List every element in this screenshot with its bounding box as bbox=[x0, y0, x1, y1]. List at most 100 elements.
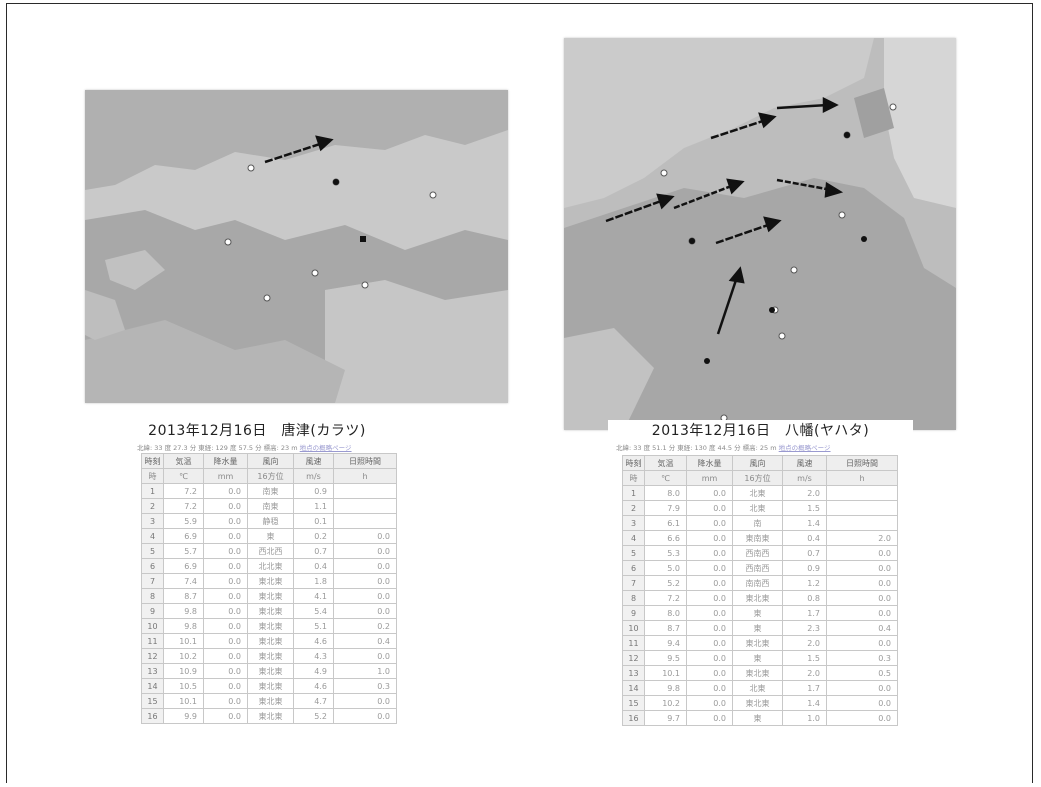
table-header-row: 時刻 気温 降水量 風向 風速 日照時間 bbox=[622, 455, 898, 471]
unit-wind-speed: m/s bbox=[782, 470, 827, 486]
cell-hour: 8 bbox=[141, 588, 164, 604]
cell-sunshine bbox=[826, 515, 898, 531]
cell-sunshine: 2.0 bbox=[826, 530, 898, 546]
table-row: 11 10.1 0.0 東北東 4.6 0.4 bbox=[141, 633, 397, 649]
cell-temp: 10.5 bbox=[163, 678, 204, 694]
cell-wind-dir: 南東 bbox=[247, 483, 294, 499]
cell-precip: 0.0 bbox=[203, 603, 248, 619]
cell-precip: 0.0 bbox=[203, 498, 248, 514]
cell-wind-dir: 東 bbox=[732, 710, 783, 726]
cell-wind-dir: 北北東 bbox=[247, 558, 294, 574]
table-row: 8 7.2 0.0 東北東 0.8 0.0 bbox=[622, 590, 898, 606]
station-link-yahata[interactable]: 地点の概略ページ bbox=[778, 444, 831, 452]
cell-temp: 6.9 bbox=[163, 558, 204, 574]
table-row: 12 10.2 0.0 東北東 4.3 0.0 bbox=[141, 648, 397, 664]
cell-wind-dir: 北東 bbox=[732, 500, 783, 516]
cell-temp: 7.2 bbox=[163, 483, 204, 499]
cell-wind-dir: 東北東 bbox=[732, 665, 783, 681]
cell-wind-speed: 1.4 bbox=[782, 695, 827, 711]
cell-wind-dir: 東 bbox=[732, 620, 783, 636]
cell-hour: 4 bbox=[141, 528, 164, 544]
cell-temp: 5.7 bbox=[163, 543, 204, 559]
cell-hour: 13 bbox=[622, 665, 645, 681]
cell-wind-speed: 4.9 bbox=[293, 663, 334, 679]
cell-precip: 0.0 bbox=[203, 618, 248, 634]
unit-precip: mm bbox=[686, 470, 733, 486]
col-header-precip: 降水量 bbox=[686, 455, 733, 471]
cell-temp: 10.9 bbox=[163, 663, 204, 679]
cell-hour: 3 bbox=[141, 513, 164, 529]
cell-wind-speed: 0.2 bbox=[293, 528, 334, 544]
cell-sunshine: 0.0 bbox=[826, 710, 898, 726]
table-header-row: 時刻 気温 降水量 風向 風速 日照時間 bbox=[141, 453, 397, 469]
table-row: 3 5.9 0.0 静穏 0.1 bbox=[141, 513, 397, 529]
cell-hour: 12 bbox=[141, 648, 164, 664]
station-link-karatsu[interactable]: 地点の概略ページ bbox=[299, 444, 352, 452]
cell-sunshine bbox=[333, 498, 397, 514]
cell-wind-dir: 東北東 bbox=[247, 603, 294, 619]
cell-temp: 5.9 bbox=[163, 513, 204, 529]
cell-temp: 5.0 bbox=[644, 560, 687, 576]
unit-sunshine: h bbox=[826, 470, 898, 486]
cell-sunshine: 0.0 bbox=[333, 543, 397, 559]
col-header-time: 時刻 bbox=[622, 455, 645, 471]
station-coords-yahata: 北緯: 33 度 51.1 分 東経: 130 度 44.5 分 標高: 25 … bbox=[616, 444, 777, 452]
cell-hour: 13 bbox=[141, 663, 164, 679]
cell-sunshine bbox=[826, 500, 898, 516]
cell-sunshine: 0.0 bbox=[333, 528, 397, 544]
cell-wind-dir: 東北東 bbox=[247, 588, 294, 604]
cell-temp: 7.2 bbox=[644, 590, 687, 606]
table-row: 12 9.5 0.0 東 1.5 0.3 bbox=[622, 650, 898, 666]
cell-wind-speed: 0.9 bbox=[782, 560, 827, 576]
cell-precip: 0.0 bbox=[203, 648, 248, 664]
cell-hour: 10 bbox=[141, 618, 164, 634]
table-row: 9 9.8 0.0 東北東 5.4 0.0 bbox=[141, 603, 397, 619]
cell-precip: 0.0 bbox=[686, 485, 733, 501]
cell-hour: 6 bbox=[622, 560, 645, 576]
cell-wind-dir: 南南西 bbox=[732, 575, 783, 591]
cell-precip: 0.0 bbox=[203, 708, 248, 724]
cell-hour: 1 bbox=[622, 485, 645, 501]
cell-wind-speed: 2.0 bbox=[782, 635, 827, 651]
cell-sunshine: 0.0 bbox=[826, 605, 898, 621]
cell-temp: 6.9 bbox=[163, 528, 204, 544]
cell-temp: 8.0 bbox=[644, 605, 687, 621]
table-row: 1 7.2 0.0 南東 0.9 bbox=[141, 483, 397, 499]
cell-precip: 0.0 bbox=[686, 530, 733, 546]
cell-sunshine: 0.5 bbox=[826, 665, 898, 681]
table-row: 5 5.3 0.0 西南西 0.7 0.0 bbox=[622, 545, 898, 561]
cell-sunshine: 0.3 bbox=[826, 650, 898, 666]
table-row: 8 8.7 0.0 東北東 4.1 0.0 bbox=[141, 588, 397, 604]
cell-temp: 10.1 bbox=[163, 633, 204, 649]
cell-hour: 5 bbox=[141, 543, 164, 559]
col-header-wind-dir: 風向 bbox=[247, 453, 294, 469]
cell-temp: 9.4 bbox=[644, 635, 687, 651]
table-row: 11 9.4 0.0 東北東 2.0 0.0 bbox=[622, 635, 898, 651]
cell-sunshine: 0.0 bbox=[826, 590, 898, 606]
cell-precip: 0.0 bbox=[203, 693, 248, 709]
cell-sunshine bbox=[826, 485, 898, 501]
cell-hour: 9 bbox=[622, 605, 645, 621]
cell-wind-dir: 東北東 bbox=[247, 678, 294, 694]
cell-sunshine: 0.0 bbox=[333, 708, 397, 724]
table-row: 14 9.8 0.0 北東 1.7 0.0 bbox=[622, 680, 898, 696]
cell-precip: 0.0 bbox=[686, 620, 733, 636]
cell-temp: 9.8 bbox=[644, 680, 687, 696]
cell-wind-dir: 東北東 bbox=[732, 635, 783, 651]
cell-temp: 7.4 bbox=[163, 573, 204, 589]
cell-wind-speed: 5.2 bbox=[293, 708, 334, 724]
table-row: 6 6.9 0.0 北北東 0.4 0.0 bbox=[141, 558, 397, 574]
cell-wind-speed: 1.8 bbox=[293, 573, 334, 589]
col-header-precip: 降水量 bbox=[203, 453, 248, 469]
cell-precip: 0.0 bbox=[686, 515, 733, 531]
table-row: 6 5.0 0.0 西南西 0.9 0.0 bbox=[622, 560, 898, 576]
cell-wind-dir: 北東 bbox=[732, 680, 783, 696]
cell-temp: 10.1 bbox=[644, 665, 687, 681]
cell-hour: 14 bbox=[622, 680, 645, 696]
cell-wind-dir: 東北東 bbox=[247, 648, 294, 664]
table-row: 13 10.1 0.0 東北東 2.0 0.5 bbox=[622, 665, 898, 681]
cell-sunshine: 0.0 bbox=[826, 560, 898, 576]
cell-wind-speed: 1.7 bbox=[782, 680, 827, 696]
cell-wind-speed: 2.3 bbox=[782, 620, 827, 636]
unit-temp: ℃ bbox=[163, 468, 204, 484]
